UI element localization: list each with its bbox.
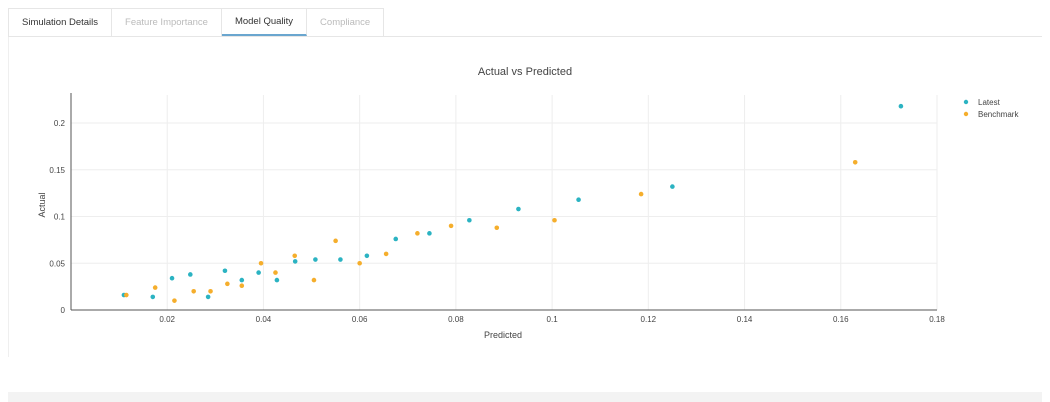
- data-point-benchmark: [292, 253, 298, 259]
- data-point-benchmark: [383, 251, 389, 257]
- y-tick-label: 0.05: [49, 259, 65, 268]
- legend-label-benchmark: Benchmark: [978, 110, 1019, 119]
- data-point-latest: [467, 217, 472, 223]
- data-point-benchmark: [152, 285, 158, 290]
- data-point-latest: [169, 275, 175, 281]
- data-point-benchmark: [638, 191, 644, 197]
- data-point-latest: [274, 277, 280, 283]
- data-point-benchmark: [258, 260, 264, 266]
- data-point-latest: [188, 272, 193, 277]
- chart-title: Actual vs Predicted: [478, 66, 572, 78]
- data-points: [121, 103, 904, 303]
- data-point-benchmark: [333, 238, 338, 244]
- data-point-benchmark: [552, 217, 557, 223]
- x-tick-label: 0.02: [159, 315, 175, 324]
- tab-feature-importance[interactable]: Feature Importance: [112, 8, 222, 36]
- data-point-benchmark: [415, 231, 420, 236]
- data-point-benchmark: [208, 289, 213, 294]
- data-point-latest: [576, 197, 581, 202]
- x-tick-label: 0.06: [352, 315, 368, 324]
- data-point-latest: [364, 253, 370, 259]
- data-point-benchmark: [357, 260, 362, 266]
- data-point-latest: [670, 184, 675, 189]
- data-point-benchmark: [225, 281, 230, 287]
- data-point-latest: [150, 294, 156, 300]
- tab-bar-filler: [384, 8, 1042, 36]
- legend-marker-benchmark: [963, 111, 969, 117]
- x-tick-label: 0.04: [256, 315, 272, 324]
- y-tick-label: 0.2: [54, 119, 66, 128]
- y-tick-label: 0.1: [54, 213, 66, 222]
- data-point-latest: [239, 277, 245, 283]
- y-tick-label: 0: [61, 306, 66, 315]
- data-point-latest: [516, 206, 521, 212]
- data-point-benchmark: [448, 223, 454, 229]
- y-tick-label: 0.15: [49, 166, 65, 175]
- data-point-benchmark: [124, 292, 129, 298]
- legend-label-latest: Latest: [978, 98, 1001, 107]
- data-point-latest: [292, 259, 298, 264]
- scatter-chart[interactable]: Actual vs Predicted Predicted Actual 0.0…: [9, 37, 1043, 357]
- data-point-benchmark: [239, 283, 245, 288]
- data-point-latest: [256, 270, 261, 275]
- data-point-benchmark: [191, 289, 196, 294]
- chart-panel: Actual vs Predicted Predicted Actual 0.0…: [8, 37, 1043, 357]
- x-axis-label: Predicted: [484, 330, 522, 340]
- tab-simulation-details[interactable]: Simulation Details: [8, 8, 113, 36]
- tick-labels: 0.02 0.04 0.06 0.08 0.1 0.12 0.14 0.16 0.18 0 0.05…: [49, 119, 945, 324]
- y-axis-label: Actual: [37, 192, 47, 217]
- data-point-latest: [313, 257, 318, 262]
- x-tick-label: 0.08: [448, 315, 464, 324]
- x-tick-label: 0.16: [833, 315, 849, 324]
- data-point-latest: [205, 294, 211, 300]
- x-tick-label: 0.18: [929, 315, 945, 324]
- data-point-benchmark: [172, 298, 177, 303]
- legend-marker-latest: [963, 99, 969, 105]
- tab-compliance[interactable]: Compliance: [307, 8, 385, 36]
- data-point-benchmark: [273, 270, 278, 275]
- tab-model-quality[interactable]: Model Quality: [221, 8, 308, 36]
- data-point-latest: [427, 231, 432, 236]
- data-point-benchmark: [852, 160, 858, 165]
- x-tick-label: 0.1: [547, 315, 559, 324]
- x-tick-label: 0.14: [737, 315, 753, 324]
- footer-bar: [8, 392, 1042, 402]
- data-point-benchmark: [311, 277, 317, 283]
- data-point-latest: [898, 103, 904, 109]
- grid: [71, 95, 938, 310]
- data-point-latest: [222, 268, 228, 274]
- x-tick-label: 0.12: [641, 315, 657, 324]
- legend[interactable]: Latest Benchmark: [963, 98, 1020, 119]
- data-point-latest: [393, 236, 399, 242]
- axes: [70, 93, 937, 311]
- data-point-latest: [338, 257, 343, 262]
- data-point-benchmark: [494, 225, 500, 231]
- tab-bar: Simulation Details Feature Importance Mo…: [8, 8, 1042, 37]
